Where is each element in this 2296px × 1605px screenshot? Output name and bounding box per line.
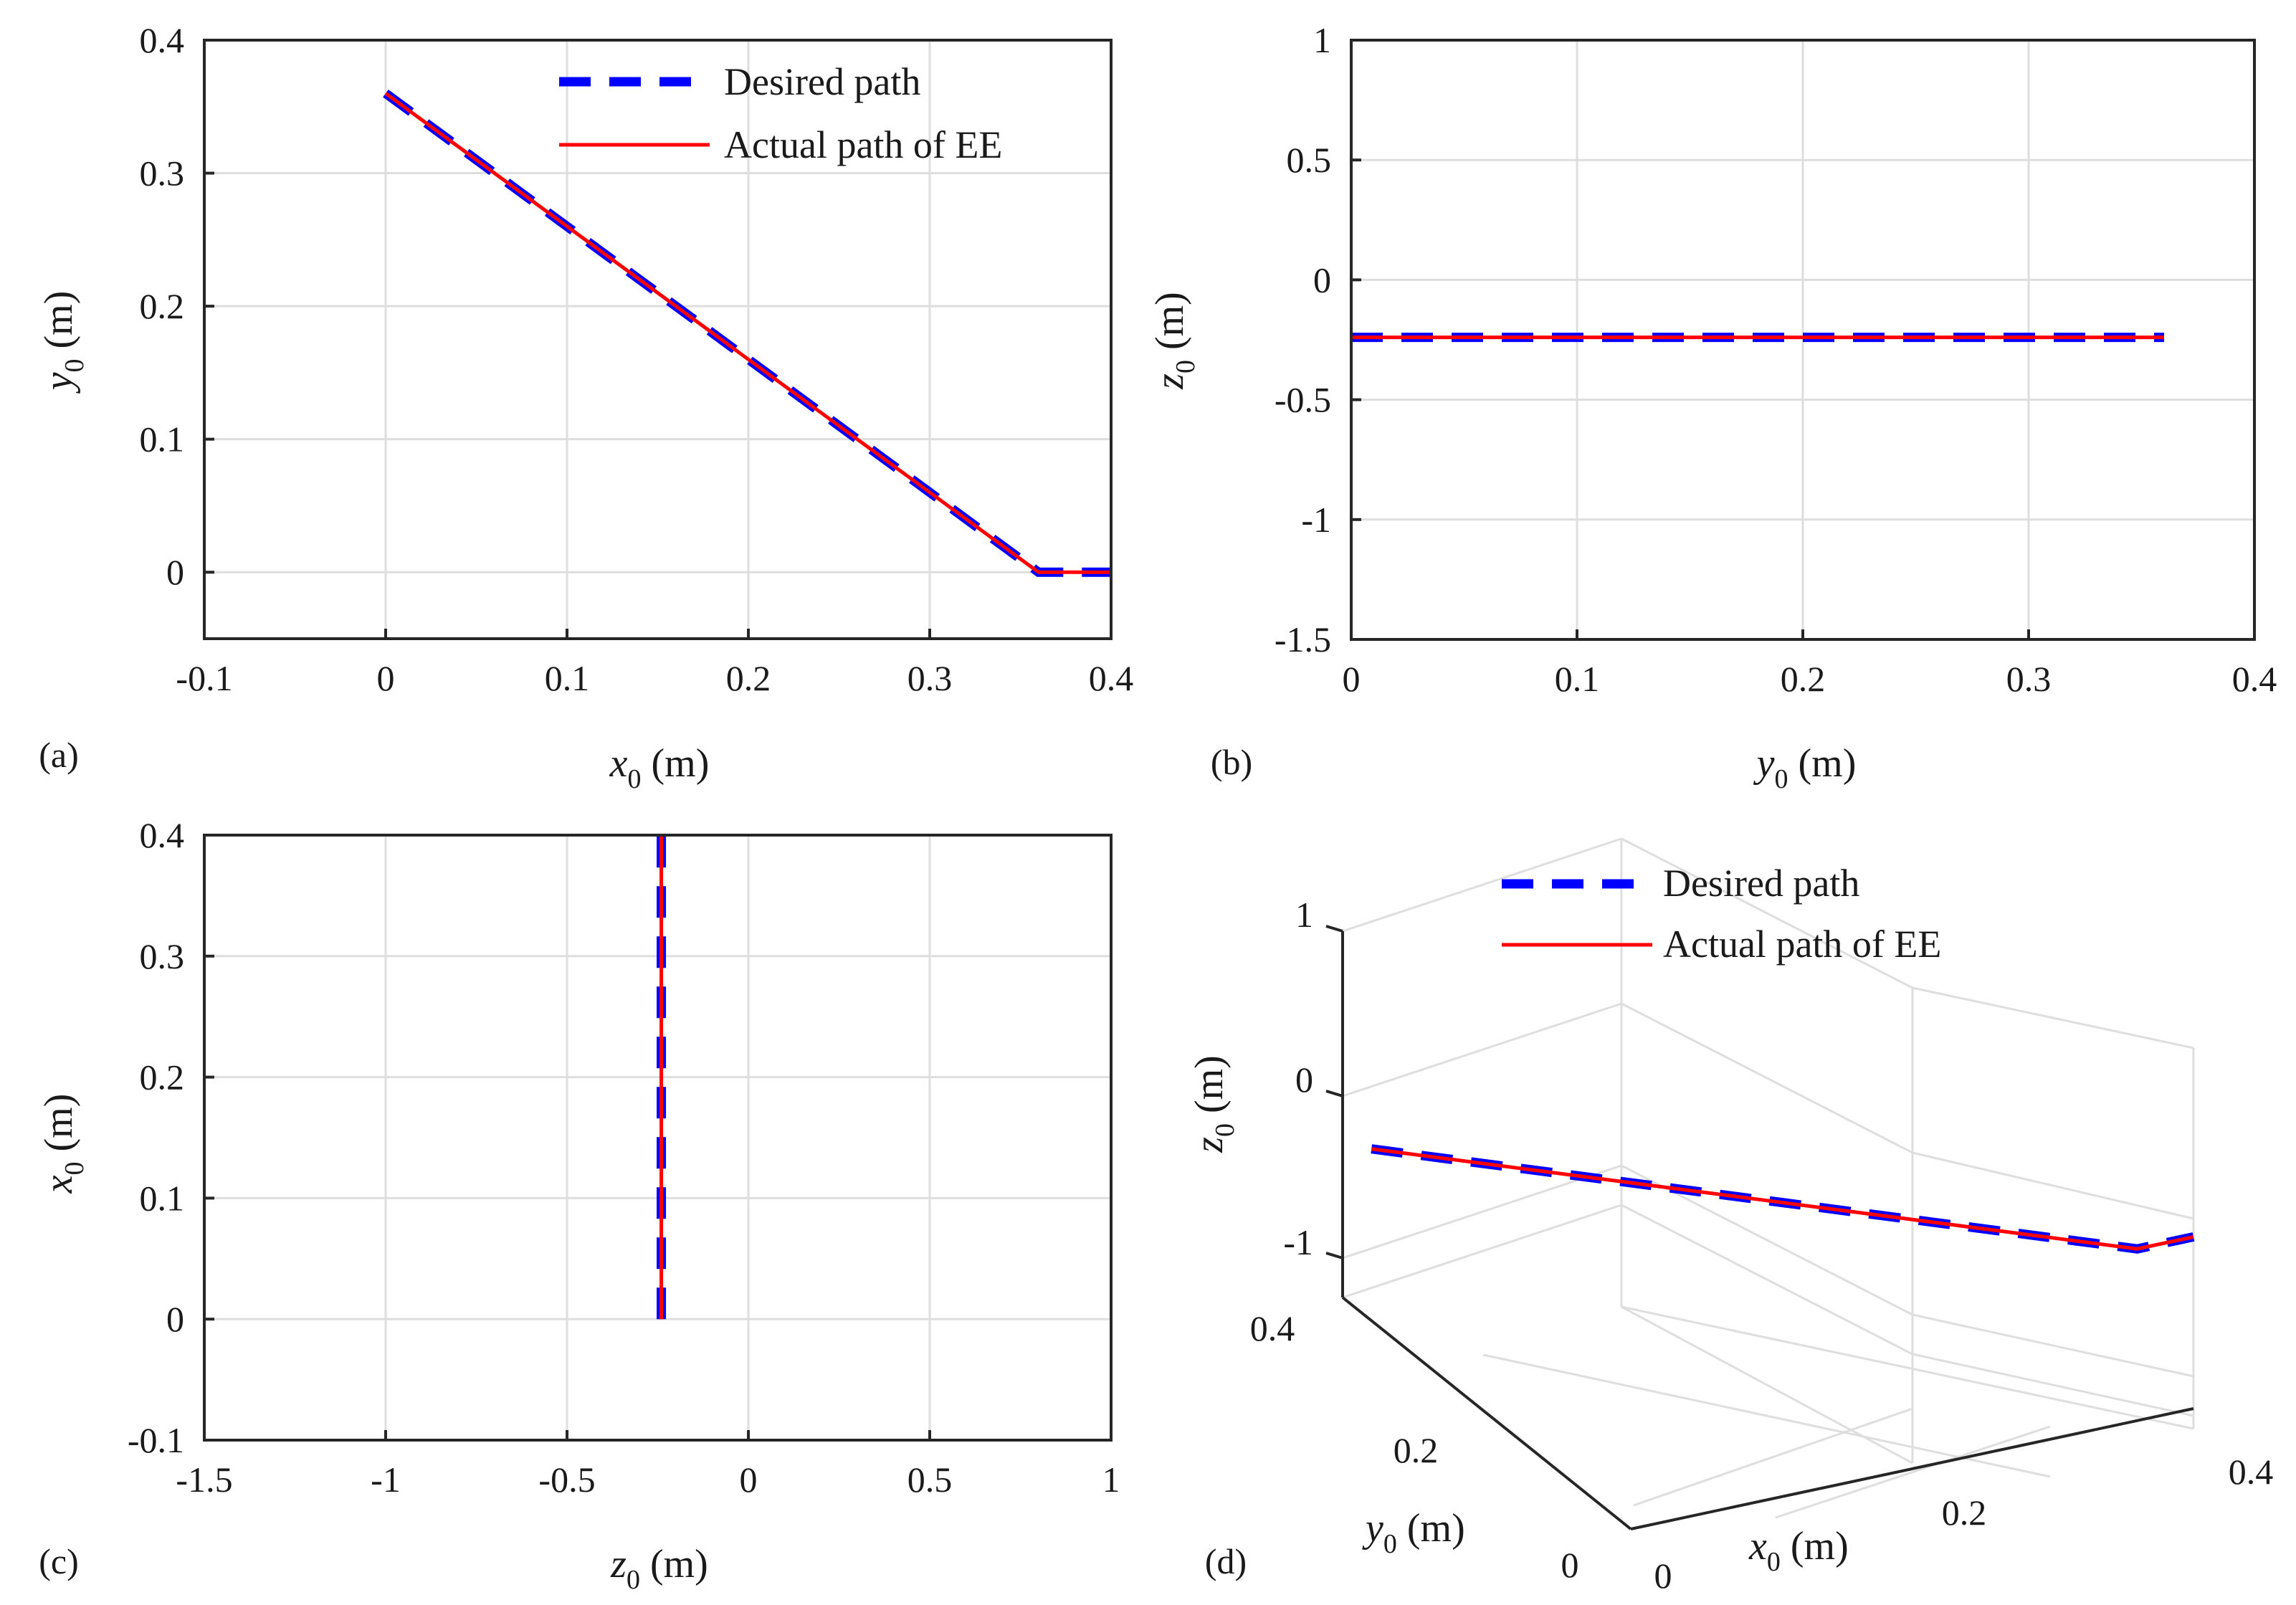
x-tick-label: 0.1 [1555, 659, 1600, 699]
y-tick-label: 0 [166, 552, 184, 592]
actual-path-3d-line [1371, 1147, 2194, 1251]
panel-d-y-axis-label: y0 (m) [1362, 1506, 1465, 1559]
legend-desired-label: Desired path [1663, 862, 1859, 905]
x-tick-label: 1 [1102, 1459, 1120, 1500]
panel-d-z-axis-label: z0 (m) [1187, 1055, 1240, 1153]
x-tick-label: 0.4 [1089, 658, 1134, 698]
panel-d-y-tick-label: 0.4 [1250, 1308, 1295, 1348]
y-tick-label: 0.5 [1287, 140, 1332, 180]
x-tick-label: 0.4 [2232, 659, 2277, 699]
y-tick-label: -0.1 [128, 1420, 184, 1460]
panel-d-z-tick-label: 0 [1295, 1059, 1313, 1100]
panel-d-z-tick-label: 1 [1295, 895, 1313, 935]
panel-c-y-axis-label: x0 (m) [37, 1094, 90, 1194]
panel-b-ticks: 0 0.1 0.2 0.3 0.4 -1.5 -1 -0.5 0 0.5 1 [1275, 20, 2277, 699]
panel-a-y-axis-label: y0 (m) [37, 291, 90, 394]
x-tick-label: 0.2 [1781, 659, 1826, 699]
panel-c-label: (c) [39, 1541, 79, 1581]
x-tick-label: 0.3 [2006, 659, 2052, 699]
panel-d-x-tick-label: 0 [1654, 1556, 1672, 1596]
x-tick-label: 0.1 [545, 658, 590, 698]
y-tick-label: 0 [1313, 259, 1331, 300]
panel-d-x-axis-label: x0 (m) [1748, 1524, 1849, 1577]
x-tick-label: -0.1 [176, 658, 232, 698]
y-tick-label: -1.5 [1275, 619, 1331, 659]
panel-a: -0.1 0 0.1 0.2 0.3 0.4 0 0.1 0.2 0.3 0.4 Desired p… [37, 20, 1133, 794]
panel-d-y-tick-label: 0.2 [1394, 1430, 1439, 1470]
panel-a-ticks: -0.1 0 0.1 0.2 0.3 0.4 0 0.1 0.2 0.3 0.4 [140, 20, 1134, 698]
panel-d-x-tick-label: 0.4 [2229, 1452, 2274, 1492]
panel-a-legend: Desired path Actual path of EE [559, 60, 1002, 166]
panel-d-y-tick-label: 0 [1561, 1545, 1579, 1585]
x-tick-label: 0.2 [726, 658, 771, 698]
panel-d-y-axis-line [1341, 1296, 1632, 1530]
y-tick-label: 0.3 [140, 936, 185, 976]
panel-a-label: (a) [39, 735, 79, 775]
panel-c-plot-frame [203, 834, 1113, 1442]
legend-actual-label: Actual path of EE [724, 123, 1002, 166]
panel-b-label: (b) [1211, 742, 1252, 782]
y-tick-label: 1 [1313, 20, 1331, 60]
panel-d-x-axis-line [1630, 1407, 2194, 1530]
y-tick-label: 0.4 [140, 815, 185, 855]
panel-b-y-axis-label: z0 (m) [1148, 292, 1201, 390]
panel-d-legend: Desired path Actual path of EE [1502, 862, 1941, 966]
x-tick-label: 0 [740, 1459, 758, 1500]
y-tick-label: 0.2 [140, 286, 185, 326]
panel-d-label: (d) [1205, 1541, 1247, 1581]
panel-d-x-tick-label: 0.2 [1942, 1492, 1987, 1533]
panel-b-x-axis-label: y0 (m) [1753, 741, 1857, 794]
panel-a-series [383, 89, 1111, 577]
panel-b: 0 0.1 0.2 0.3 0.4 -1.5 -1 -0.5 0 0.5 1 y0 (m) z0 (… [1148, 20, 2277, 794]
x-tick-label: -1 [371, 1459, 401, 1500]
y-tick-label: 0 [166, 1299, 184, 1339]
y-tick-label: 0.4 [140, 20, 185, 60]
panel-a-x-axis-label: x0 (m) [609, 741, 710, 794]
panel-d-x-ticks: 0 0.2 0.4 [1654, 1452, 2274, 1596]
panel-c-x-axis-label: z0 (m) [610, 1542, 708, 1595]
x-tick-label: -0.5 [538, 1459, 595, 1500]
x-tick-label: 0 [1343, 659, 1361, 699]
y-tick-label: -1 [1301, 500, 1331, 540]
legend-desired-label: Desired path [724, 60, 920, 103]
panel-d-z-ticks: 1 0 -1 [1283, 895, 1343, 1262]
panel-d: 1 0 -1 0.4 0.2 0 0 0.2 0.4 Desired path … [1187, 837, 2274, 1596]
y-tick-label: 0.1 [140, 419, 185, 459]
actual-path-line [384, 92, 1111, 574]
x-tick-label: 0.5 [908, 1459, 953, 1500]
panel-d-z-tick-label: -1 [1283, 1222, 1313, 1262]
x-tick-label: 0.3 [908, 658, 953, 698]
legend-actual-label: Actual path of EE [1663, 923, 1941, 966]
panel-d-series [1371, 1144, 2195, 1254]
panel-c: -1.5 -1 -0.5 0 0.5 1-0.100.10.20.30.4 z0 (m) … [37, 815, 1120, 1595]
panel-d-grid [1342, 837, 2195, 1519]
x-tick-label: -1.5 [176, 1459, 232, 1500]
y-tick-label: -0.5 [1275, 380, 1331, 420]
y-tick-label: 0.1 [140, 1178, 185, 1218]
x-tick-label: 0 [377, 658, 395, 698]
panel-c-ticks: -1.5 -1 -0.5 0 0.5 1 -0.1 0 0.1 0.2 0.3 0.4 [128, 815, 1120, 1500]
y-tick-label: 0.3 [140, 153, 185, 194]
panel-d-y-ticks: 0.4 0.2 0 [1250, 1308, 1579, 1585]
panel-a-plot-frame [203, 39, 1113, 640]
y-tick-label: 0.2 [140, 1057, 185, 1097]
